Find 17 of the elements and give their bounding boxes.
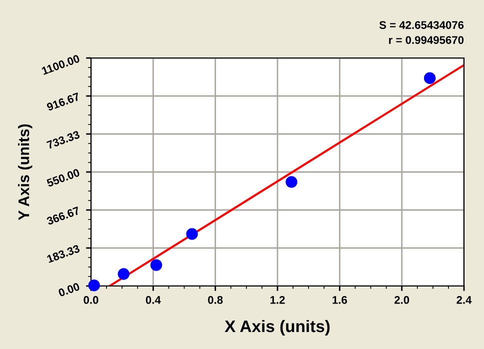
x-tick-label: 0.0 <box>84 296 98 304</box>
y-tick-label: 550.00 <box>46 168 80 188</box>
text: S = 42.65434076 <box>379 21 464 29</box>
x-tick-label: 0.4 <box>146 296 161 304</box>
y-tick-label: 916.67 <box>46 92 80 112</box>
y-tick-label: 0.00 <box>58 282 80 297</box>
y-tick-label: 183.33 <box>46 244 80 264</box>
x-tick-label: 1.6 <box>332 296 347 304</box>
y-tick-label: 733.33 <box>46 130 80 150</box>
y-tick-label: 366.67 <box>46 206 80 226</box>
x-tick-label: 1.2 <box>270 296 285 304</box>
y-axis-title: Y Axis (units) <box>18 124 32 220</box>
text: r = 0.99495670 <box>389 36 464 44</box>
x-tick-label: 2.4 <box>456 296 472 304</box>
x-tick-label: 0.8 <box>208 296 223 304</box>
x-axis-title: X Axis (units) <box>224 320 330 336</box>
x-tick-label: 2.0 <box>394 296 410 304</box>
